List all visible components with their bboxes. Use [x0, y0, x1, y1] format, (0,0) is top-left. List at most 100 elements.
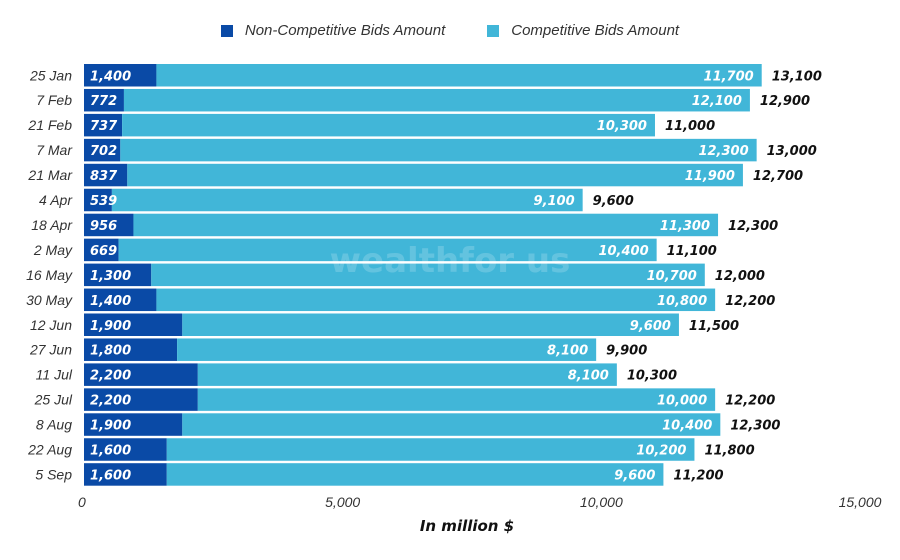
bar-competitive[interactable] [197, 388, 716, 411]
data-label-non-competitive: 1,400 [90, 294, 131, 309]
bar-competitive[interactable] [182, 413, 721, 436]
data-label-competitive: 10,300 [597, 119, 647, 134]
bar-competitive[interactable] [118, 238, 657, 262]
data-label-competitive: 10,200 [636, 444, 686, 459]
data-label-competitive: 10,700 [647, 269, 697, 284]
bar-non-competitive[interactable] [84, 413, 183, 436]
bars-group [84, 64, 762, 486]
bar-non-competitive[interactable] [84, 363, 198, 386]
legend-item-competitive[interactable]: Competitive Bids Amount [487, 22, 679, 39]
x-tick-label: 5,000 [325, 494, 360, 510]
data-label-non-competitive: 1,400 [90, 69, 131, 84]
data-label-total: 11,100 [667, 244, 717, 259]
bar-non-competitive[interactable] [84, 238, 119, 262]
category-label: 7 Feb [36, 92, 72, 108]
data-label-total: 12,900 [760, 94, 810, 109]
category-label: 8 Aug [36, 417, 72, 433]
data-label-competitive: 9,100 [534, 194, 575, 209]
bar-competitive[interactable] [122, 113, 655, 137]
data-label-non-competitive: 2,200 [90, 394, 131, 409]
data-label-total: 11,500 [689, 319, 739, 334]
legend-label-non-competitive: Non-Competitive Bids Amount [244, 22, 446, 39]
bar-non-competitive[interactable] [84, 188, 112, 212]
data-label-competitive: 12,300 [698, 144, 748, 159]
bar-competitive[interactable] [123, 88, 750, 112]
legend-swatch-non-competitive [220, 24, 233, 37]
data-label-total: 11,200 [673, 468, 723, 483]
bar-competitive[interactable] [133, 213, 719, 237]
data-label-non-competitive: 1,300 [90, 269, 131, 284]
data-label-total: 13,100 [772, 69, 822, 84]
category-label: 21 Mar [27, 167, 73, 183]
data-label-competitive: 10,400 [598, 244, 648, 259]
bar-competitive[interactable] [166, 463, 664, 486]
x-tick-label: 15,000 [839, 494, 882, 510]
bar-competitive[interactable] [111, 188, 583, 212]
data-label-competitive: 8,100 [547, 344, 588, 359]
bar-non-competitive[interactable] [84, 138, 121, 162]
data-label-competitive: 10,000 [657, 394, 707, 409]
x-tick-label: 10,000 [580, 494, 623, 510]
bar-non-competitive[interactable] [84, 213, 134, 237]
category-label: 25 Jan [29, 67, 72, 83]
bar-non-competitive[interactable] [84, 113, 123, 137]
legend-item-non-competitive[interactable]: Non-Competitive Bids Amount [220, 22, 446, 39]
data-label-competitive: 11,300 [660, 219, 710, 234]
x-tick-label: 0 [78, 494, 86, 510]
category-label: 7 Mar [36, 142, 73, 158]
bar-competitive[interactable] [166, 438, 695, 461]
data-label-total: 9,900 [606, 344, 647, 359]
bar-competitive[interactable] [156, 288, 716, 312]
data-label-non-competitive: 837 [90, 169, 118, 184]
bar-competitive[interactable] [182, 313, 679, 337]
data-label-non-competitive: 539 [90, 194, 117, 209]
data-label-competitive: 8,100 [568, 369, 609, 384]
bar-non-competitive[interactable] [84, 463, 167, 486]
x-axis: 0 5,000 10,000 15,000 [78, 494, 882, 510]
category-label: 2 May [33, 242, 73, 258]
bar-competitive[interactable] [127, 163, 743, 187]
data-label-non-competitive: 702 [90, 144, 117, 159]
bar-competitive[interactable] [120, 138, 757, 162]
bar-non-competitive[interactable] [84, 388, 198, 411]
category-label: 30 May [26, 292, 73, 308]
bar-non-competitive[interactable] [84, 438, 167, 461]
data-label-total: 12,700 [753, 169, 803, 184]
data-label-competitive: 11,700 [704, 69, 754, 84]
legend-label-competitive: Competitive Bids Amount [511, 22, 680, 39]
data-label-total: 13,000 [767, 144, 817, 159]
data-label-non-competitive: 1,900 [90, 319, 131, 334]
chart-legend: Non-Competitive Bids Amount Competitive … [0, 22, 900, 39]
bar-competitive[interactable] [156, 64, 762, 87]
bar-competitive[interactable] [151, 263, 705, 287]
data-label-total: 11,000 [665, 119, 715, 134]
category-label: 27 Jun [29, 342, 72, 358]
data-label-non-competitive: 956 [90, 219, 117, 234]
data-label-competitive: 12,100 [692, 94, 742, 109]
bar-non-competitive[interactable] [84, 313, 183, 337]
category-label: 18 Apr [31, 217, 73, 233]
bar-non-competitive[interactable] [84, 338, 178, 361]
data-label-competitive: 9,600 [630, 319, 671, 334]
bar-non-competitive[interactable] [84, 88, 124, 112]
data-label-total: 9,600 [593, 194, 634, 209]
data-label-competitive: 10,400 [662, 419, 712, 434]
category-label: 16 May [26, 267, 73, 283]
bar-competitive[interactable] [197, 363, 617, 386]
category-label: 21 Feb [27, 117, 72, 133]
data-label-non-competitive: 1,800 [90, 344, 131, 359]
bar-non-competitive[interactable] [84, 263, 152, 287]
bar-competitive[interactable] [177, 338, 597, 361]
data-label-competitive: 10,800 [657, 294, 707, 309]
bar-non-competitive[interactable] [84, 163, 128, 187]
bar-non-competitive[interactable] [84, 64, 157, 87]
labels-group: 25 Jan 1,400 11,700 13,100 7 Feb 772 12,100 12,… [26, 67, 822, 483]
data-label-non-competitive: 1,600 [90, 444, 131, 459]
data-label-non-competitive: 1,600 [90, 468, 131, 483]
category-label: 5 Sep [35, 466, 72, 482]
data-label-total: 12,200 [725, 394, 775, 409]
data-label-total: 12,200 [725, 294, 775, 309]
x-axis-label: In million $ [420, 517, 514, 535]
bar-non-competitive[interactable] [84, 288, 157, 312]
